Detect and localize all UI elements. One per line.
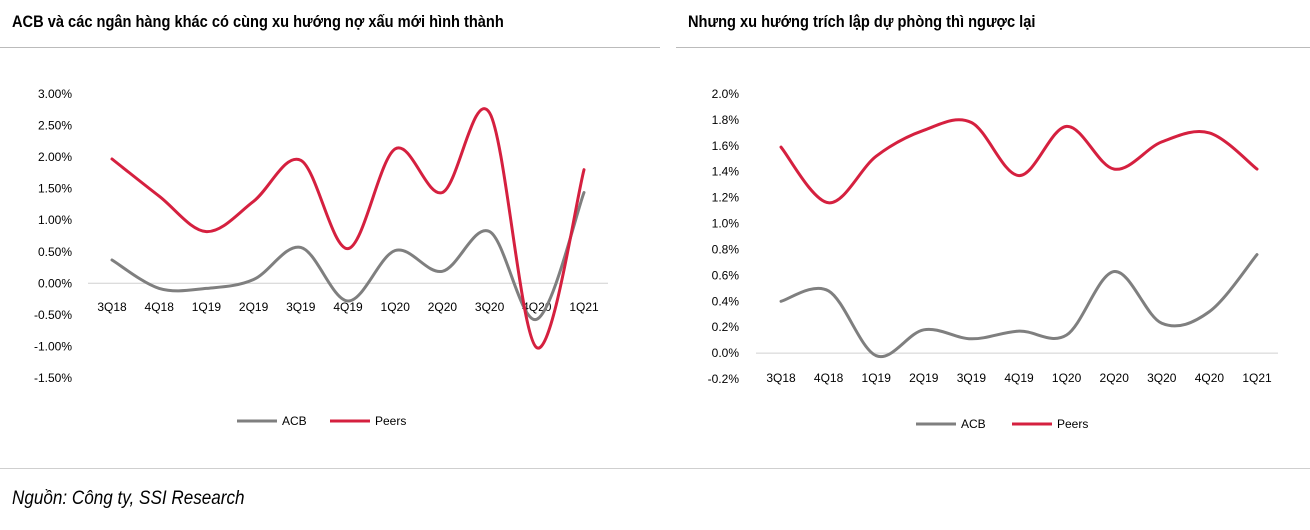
right-title-divider (676, 47, 1310, 48)
right-y-tick-label: 0.0% (712, 346, 740, 360)
left-series-line-acb (110, 191, 586, 321)
right-series-line-peers (779, 118, 1259, 205)
right-x-tick-label: 1Q19 (862, 371, 892, 385)
right-x-tick-label: 3Q19 (957, 371, 987, 385)
right-x-tick-label: 4Q20 (1195, 371, 1225, 385)
left-x-tick-label: 4Q18 (145, 300, 175, 314)
left-x-tick-label: 4Q19 (333, 300, 363, 314)
left-x-tick-label: 2Q20 (428, 300, 458, 314)
left-y-tick-label: -1.50% (34, 371, 72, 385)
right-x-tick-label: 2Q19 (909, 371, 939, 385)
left-y-tick-label: 0.50% (38, 245, 72, 259)
left-y-tick-label: 1.00% (38, 213, 72, 227)
right-y-tick-label: 1.2% (712, 191, 740, 205)
left-y-tick-label: 1.50% (38, 182, 72, 196)
right-x-tick-label: 1Q20 (1052, 371, 1082, 385)
left-y-tick-label: 2.50% (38, 119, 72, 133)
right-y-tick-label: -0.2% (708, 372, 740, 386)
right-y-tick-label: 0.2% (712, 320, 740, 334)
right-y-tick-label: 2.0% (712, 87, 740, 101)
right-legend-label-acb: ACB (961, 417, 986, 431)
right-series-line-acb (779, 253, 1259, 359)
right-y-tick-label: 1.0% (712, 217, 740, 231)
right-chart-title: Nhưng xu hướng trích lập dự phòng thì ng… (688, 12, 1036, 31)
right-y-tick-label: 0.4% (712, 294, 740, 308)
left-y-tick-label: -1.00% (34, 339, 72, 353)
left-y-tick-label: -0.50% (34, 308, 72, 322)
source-note: Nguồn: Công ty, SSI Research (12, 488, 245, 509)
left-x-tick-label: 3Q20 (475, 300, 505, 314)
footer-divider (0, 468, 1310, 469)
right-y-tick-label: 0.8% (712, 243, 740, 257)
right-x-tick-label: 4Q19 (1004, 371, 1034, 385)
left-x-tick-label: 3Q19 (286, 300, 316, 314)
left-chart-title: ACB và các ngân hàng khác có cùng xu hướ… (12, 12, 504, 31)
right-y-tick-label: 1.4% (712, 165, 740, 179)
right-x-tick-label: 3Q20 (1147, 371, 1177, 385)
right-y-tick-label: 0.6% (712, 268, 740, 282)
left-x-tick-label: 1Q20 (381, 300, 411, 314)
left-x-tick-label: 2Q19 (239, 300, 269, 314)
right-y-tick-label: 1.8% (712, 113, 740, 127)
right-legend-label-peers: Peers (1057, 417, 1088, 431)
left-x-tick-label: 1Q19 (192, 300, 222, 314)
left-x-tick-label: 3Q18 (97, 300, 127, 314)
left-legend-label-acb: ACB (282, 414, 307, 428)
right-x-tick-label: 2Q20 (1100, 371, 1130, 385)
left-title-divider (0, 47, 660, 48)
left-y-tick-label: 2.00% (38, 150, 72, 164)
right-y-tick-label: 1.6% (712, 139, 740, 153)
left-legend-label-peers: Peers (375, 414, 406, 428)
left-y-tick-label: 0.00% (38, 276, 72, 290)
right-x-tick-label: 3Q18 (766, 371, 796, 385)
left-y-tick-label: 3.00% (38, 87, 72, 101)
right-x-tick-label: 1Q21 (1242, 371, 1272, 385)
left-series-line-peers (110, 107, 586, 350)
right-x-tick-label: 4Q18 (814, 371, 844, 385)
left-x-tick-label: 1Q21 (569, 300, 599, 314)
